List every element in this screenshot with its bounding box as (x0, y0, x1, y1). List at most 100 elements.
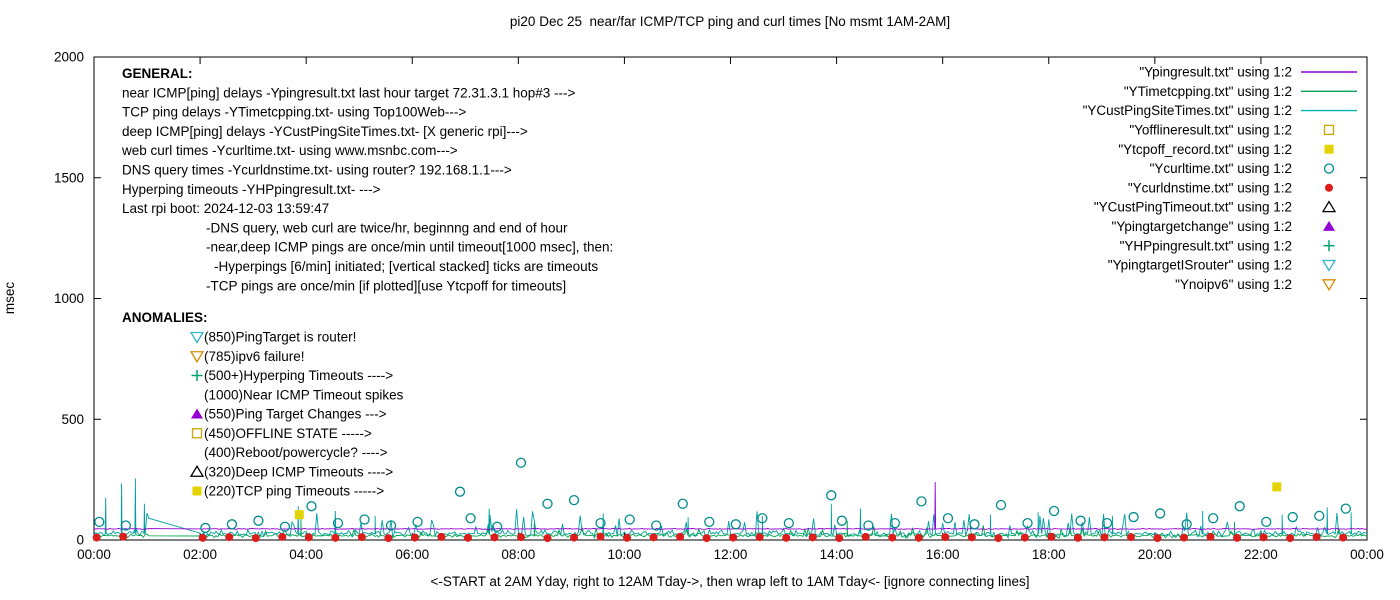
x-tick-label: 10:00 (608, 547, 642, 562)
legend-entry-label: "YCustPingTimeout.txt" using 1:2 (1094, 200, 1292, 215)
legend-entry-label: "Ynoipv6" using 1:2 (1175, 277, 1292, 292)
circle-filled-icon (304, 533, 313, 542)
square-open-icon (191, 428, 203, 439)
circle-filled-icon (835, 534, 844, 543)
circle-open-icon (568, 495, 580, 506)
general-line: -DNS query, web curl are twice/hr, begin… (206, 220, 568, 235)
anomaly-label: (450)OFFLINE STATE -----> (204, 426, 372, 441)
y-tick-label: 2000 (54, 50, 84, 65)
x-tick-label: 00:00 (1350, 547, 1384, 562)
circle-filled-icon (1020, 533, 1029, 542)
series-line-YCustPingSiteTimes.txt (93, 478, 1368, 540)
legend-entry-label: "YHPpingresult.txt" using 1:2 (1120, 238, 1292, 253)
circle-filled-icon (702, 534, 711, 543)
circle-open-icon (1154, 508, 1166, 519)
circle-filled-icon (92, 533, 101, 542)
circle-open-icon (332, 517, 344, 529)
circle-open-icon (704, 516, 715, 528)
circle-filled-icon (1259, 533, 1268, 542)
circle-filled-icon (1047, 532, 1056, 541)
circle-filled-icon (888, 533, 897, 542)
circle-filled-icon (1339, 533, 1348, 542)
anomaly-row: (320)Deep ICMP Timeouts ----> (189, 464, 393, 479)
legend-entry-label: "YTimetcpping.txt" using 1:2 (1124, 84, 1292, 99)
x-axis-label: <-START at 2AM Yday, right to 12AM Tday-… (431, 574, 1030, 589)
anomaly-label: (785)ipv6 failure! (204, 349, 305, 364)
circle-open-icon (1261, 516, 1272, 528)
legend-entry: "Ytcpoff_record.txt" using 1:2 (1118, 142, 1334, 157)
square-filled-icon (1272, 482, 1282, 492)
general-line: TCP ping delays -YTimetcpping.txt- using… (122, 105, 466, 120)
circle-open-icon (385, 520, 397, 531)
legend-entry: "YCustPingSiteTimes.txt" using 1:2 (1083, 103, 1357, 118)
circle-filled-icon (1153, 534, 1162, 543)
circle-filled-icon (941, 533, 950, 542)
circle-open-icon (595, 517, 606, 529)
circle-filled-icon (755, 533, 764, 542)
x-tick-label: 02:00 (183, 547, 217, 562)
circle-open-icon (1075, 515, 1086, 526)
general-line: Hyperping timeouts -YHPpingresult.txt- -… (122, 182, 381, 197)
legend-entry: "Ynoipv6" using 1:2 (1175, 277, 1337, 292)
y-tick-label: 500 (61, 412, 84, 427)
anomaly-row: (550)Ping Target Changes ---> (191, 407, 387, 422)
x-tick-label: 18:00 (1032, 547, 1066, 562)
circle-filled-icon (357, 533, 366, 542)
legend-entry: "Yofflineresult.txt" using 1:2 (1129, 123, 1335, 138)
legend-entry-label: "Ycurltime.txt" using 1:2 (1150, 161, 1292, 176)
series-line-Ypingresult.txt (93, 481, 1368, 531)
legend-entry-label: "Ypingresult.txt" using 1:2 (1139, 65, 1292, 80)
anomaly-row: (500+)Hyperping Timeouts ----> (191, 368, 393, 383)
circle-filled-icon (516, 533, 525, 542)
circle-filled-icon (782, 533, 791, 542)
circle-open-icon (253, 515, 264, 526)
circle-open-icon (942, 513, 954, 524)
circle-open-icon (226, 519, 238, 530)
general-line: web curl times -Ycurltime.txt- using www… (121, 143, 458, 158)
legend-entry: "Ypingtargetchange" using 1:2 (1112, 219, 1335, 234)
circle-filled-icon (198, 533, 207, 542)
circle-filled-icon (1206, 532, 1215, 541)
circle-open-icon (1287, 511, 1298, 523)
circle-open-icon (863, 520, 874, 531)
x-tick-label: 14:00 (820, 547, 854, 562)
circle-filled-icon (1233, 533, 1242, 542)
circle-open-icon (1101, 517, 1113, 529)
plot-axes: 0 500 1000 1500 2000 00:00 02:00 04:00 06:00 08:0… (54, 50, 1384, 562)
circle-filled-icon (914, 533, 923, 542)
chart-title: pi20 Dec 25 near/far ICMP/TCP ping and c… (510, 14, 950, 29)
x-tick-label: 04:00 (289, 547, 323, 562)
circle-filled-icon (1180, 533, 1189, 542)
circle-filled-icon (437, 532, 446, 541)
anomalies-annotations: ANOMALIES: (850)PingTarget is router! (78… (122, 310, 404, 499)
circle-open-icon (1340, 503, 1351, 514)
circle-open-icon (995, 499, 1007, 511)
general-annotations: GENERAL: near ICMP[ping] delays -Ypingre… (121, 66, 613, 293)
circle-open-icon (542, 498, 553, 509)
circle-filled-icon (384, 534, 393, 543)
circle-filled-icon (410, 533, 419, 542)
circle-filled-icon (1312, 533, 1321, 542)
circle-open-icon (491, 521, 503, 532)
legend-entry: "YTimetcpping.txt" using 1:2 (1124, 84, 1357, 99)
circle-filled-icon (994, 534, 1003, 543)
circle-open-icon (1234, 501, 1245, 512)
x-tick-label: 06:00 (395, 547, 429, 562)
anomaly-row: (220)TCP ping Timeouts -----> (192, 484, 384, 499)
x-tick-label: 16:00 (926, 547, 960, 562)
legend-entry: "Ycurltime.txt" using 1:2 (1150, 161, 1335, 176)
plot-series (92, 457, 1368, 543)
general-line: -near,deep ICMP pings are once/min until… (206, 240, 613, 255)
circle-open-icon (515, 457, 527, 468)
circle-open-icon (826, 490, 837, 501)
circle-open-icon (306, 501, 317, 512)
circle-filled-icon (543, 534, 552, 543)
anomaly-label: (850)PingTarget is router! (204, 330, 356, 345)
circle-filled-icon (1126, 533, 1135, 542)
general-line: deep ICMP[ping] delays -YCustPingSiteTim… (122, 124, 528, 139)
triangle-down-open-icon (1321, 279, 1337, 292)
legend-entry: "Ycurldnstime.txt" using 1:2 (1128, 180, 1333, 195)
plot-legend: "Ypingresult.txt" using 1:2 "YTimetcpping… (1083, 65, 1357, 292)
legend-entry-label: "YCustPingSiteTimes.txt" using 1:2 (1083, 103, 1292, 118)
circle-open-icon (465, 513, 476, 524)
